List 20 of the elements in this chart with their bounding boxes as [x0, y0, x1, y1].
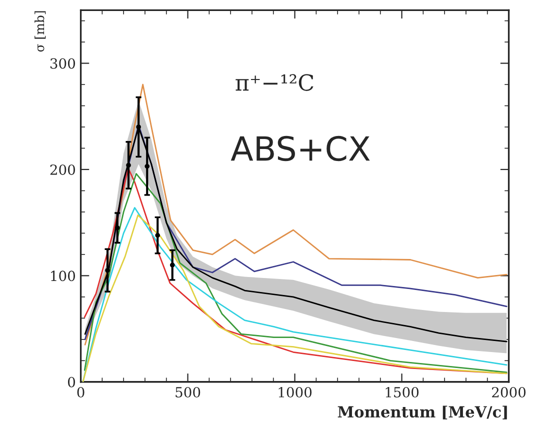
point	[114, 225, 120, 230]
annotation: ABS+CX	[230, 136, 370, 162]
x-tick-label: 1500	[386, 386, 419, 398]
point	[155, 232, 160, 238]
point	[126, 162, 131, 168]
x-tick-label: 1000	[278, 386, 312, 398]
y-tick-label: 300	[50, 58, 75, 69]
point	[144, 164, 150, 169]
x-axis-title: Momentum [MeV/c]	[338, 406, 507, 420]
x-tick-label: 2000	[492, 386, 526, 398]
point	[105, 268, 110, 273]
y-tick-label: 200	[50, 164, 75, 175]
point	[136, 124, 141, 130]
x-tick-label: 0	[77, 386, 84, 398]
annotation: π⁺−¹²C	[236, 74, 314, 91]
point	[170, 262, 175, 268]
y-axis-title: σ [mb]	[34, 11, 46, 52]
x-tick-label: 500	[176, 386, 200, 398]
y-tick-label: 0	[68, 376, 75, 388]
y-tick-label: 100	[51, 270, 75, 282]
